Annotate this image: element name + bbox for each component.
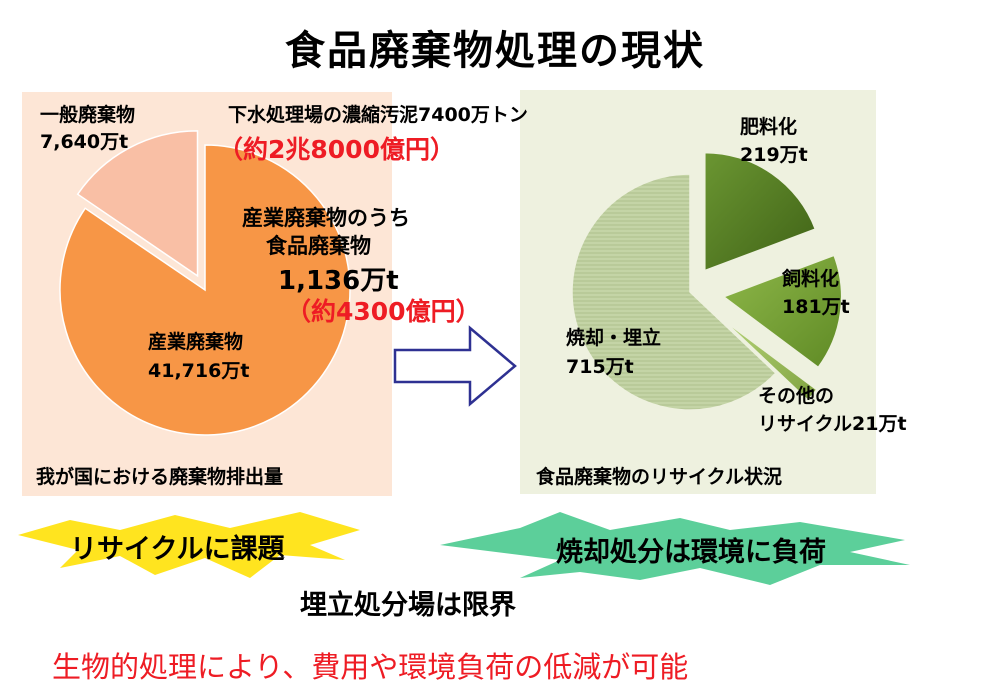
arrow-icon xyxy=(393,325,517,407)
right-pie-chart xyxy=(571,151,843,411)
right-burst-text: 焼却処分は環境に負荷 xyxy=(556,537,826,568)
feed-slice xyxy=(722,254,843,369)
industrial-waste-slice xyxy=(59,144,351,436)
food-waste-cost: （約4300億円） xyxy=(286,297,481,326)
left-pie-caption: 我が国における廃棄物排出量 xyxy=(36,466,284,488)
sewage-sludge-cost: （約2兆8000億円） xyxy=(218,135,455,164)
general-waste-slice xyxy=(76,130,199,278)
general-waste-amount: 7,640万t xyxy=(40,131,129,153)
left-burst-text: リサイクルに課題 xyxy=(70,534,285,565)
sewage-sludge-note: 下水処理場の濃縮汚泥7400万トン xyxy=(228,104,528,126)
other-recycling-label-line2: リサイクル21万t xyxy=(758,413,907,435)
other-recycling-label-line1: その他の xyxy=(758,385,835,407)
left-pie-chart xyxy=(59,130,351,436)
other-recycling-slice xyxy=(721,318,818,402)
incineration-label: 焼却・埋立 xyxy=(566,327,662,349)
fertilizer-amount: 219万t xyxy=(740,144,808,166)
page-title: 食品廃棄物処理の現状 xyxy=(285,28,705,74)
feed-label: 飼料化 xyxy=(782,268,840,290)
food-waste-note-line2: 食品廃棄物 xyxy=(266,234,371,258)
general-waste-label: 一般廃棄物 xyxy=(40,104,136,126)
right-pie-caption: 食品廃棄物のリサイクル状況 xyxy=(536,466,783,488)
food-waste-note-line1: 産業廃棄物のうち xyxy=(242,206,410,230)
landfill-limit-text: 埋立処分場は限界 xyxy=(300,590,516,621)
conclusion-text: 生物的処理により、費用や環境負荷の低減が可能 xyxy=(52,650,689,684)
feed-amount: 181万t xyxy=(782,296,850,318)
industrial-waste-label: 産業廃棄物 xyxy=(148,331,244,353)
incineration-slice xyxy=(571,173,777,411)
industrial-waste-amount: 41,716万t xyxy=(148,360,250,382)
fertilizer-slice xyxy=(704,151,817,272)
right-burst-shape xyxy=(440,512,910,585)
food-waste-amount: 1,136万t xyxy=(278,266,399,296)
incineration-amount: 715万t xyxy=(566,356,634,378)
left-burst-shape xyxy=(18,512,360,578)
fertilizer-label: 肥料化 xyxy=(740,116,798,138)
